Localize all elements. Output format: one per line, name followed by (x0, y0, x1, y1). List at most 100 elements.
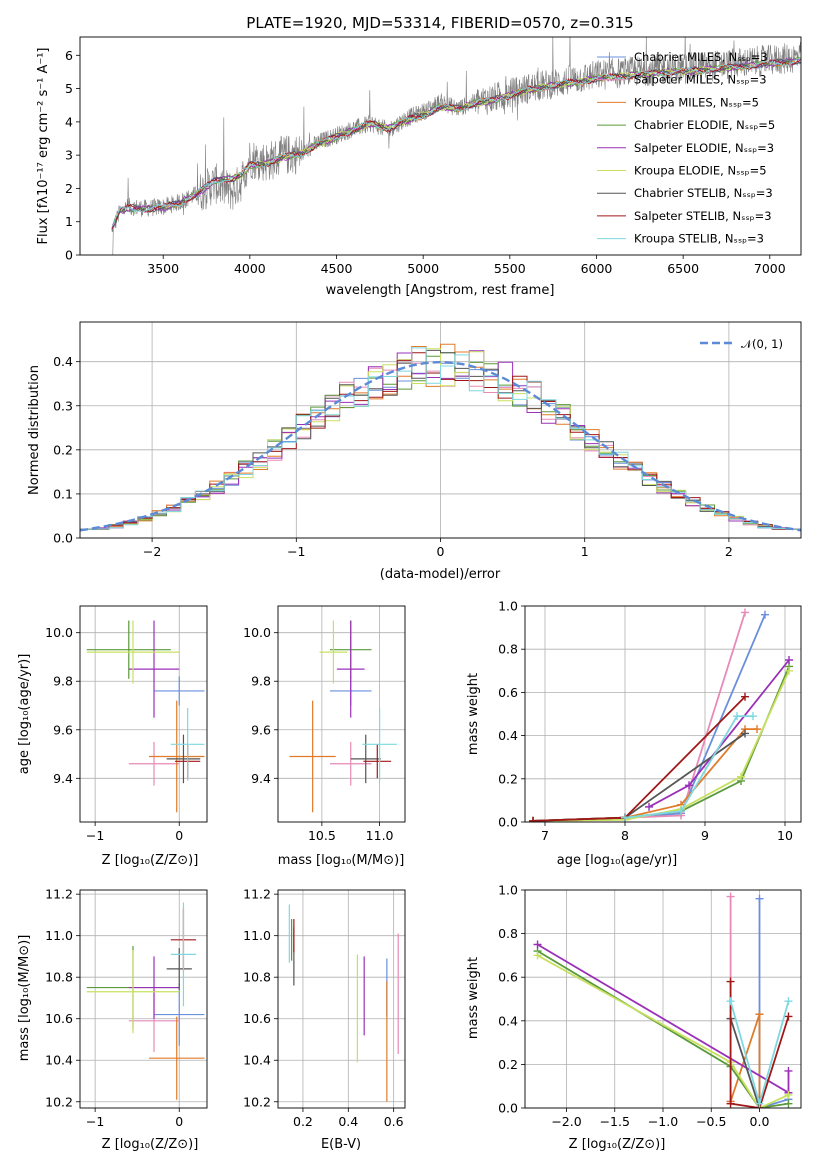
ageM-frame (277, 605, 406, 823)
mwAge-ytick-label: 1.0 (498, 599, 518, 614)
mwZ-xlabel: Z [log₁₀(Z/Z⊙)] (569, 1137, 666, 1152)
mwAge-point-marker (685, 781, 693, 790)
legend-label: Chabrier MILES, Nₛₛₚ=3 (634, 50, 768, 64)
model-spectrum-line (111, 58, 801, 233)
mwZ-point-marker (726, 892, 735, 901)
legend-label: Chabrier STELIB, Nₛₛₚ=3 (634, 186, 773, 200)
massZ-ytick-label: 10.2 (45, 1094, 73, 1109)
massE-xtick-label: 0.2 (293, 1114, 313, 1129)
ageM-ytick-label: 10.0 (243, 625, 271, 640)
mwAge-point-marker (741, 729, 749, 738)
mwAge-point-marker (749, 712, 757, 721)
massZ-ytick-label: 11.2 (45, 887, 73, 902)
histogram-ytick-label: 0.2 (53, 442, 73, 457)
massZ-frame (79, 889, 208, 1109)
mwZ-point-marker (784, 1012, 793, 1021)
mwAge-point-marker (761, 610, 769, 619)
mwZ-ylabel: mass weight (466, 957, 481, 1039)
massE-xtick-label: 0.4 (338, 1114, 358, 1129)
massZ-xtick-label: −1 (86, 1114, 104, 1129)
spectrum-xtick-label: 4000 (234, 261, 266, 276)
mwAge-xtick-label: 8 (621, 828, 629, 843)
mwAge-ylabel: mass weight (466, 673, 481, 755)
clip-ageZ-plot-area (86, 620, 205, 813)
mwAge-point-marker (621, 813, 629, 822)
ageZ-ytick-label: 9.4 (53, 771, 73, 786)
legend-label: Kroupa STELIB, Nₛₛₚ=3 (634, 232, 764, 246)
mwAge-ytick-label: 0.0 (498, 815, 518, 830)
massE-xtick-label: 0.6 (384, 1114, 404, 1129)
ageZ-ytick-label: 9.8 (53, 674, 73, 689)
spectrum-ytick-label: 1 (65, 214, 73, 229)
mwZ-ytick-label: 0.4 (498, 1013, 518, 1028)
legend-label: Kroupa MILES, Nₛₛₚ=5 (634, 95, 759, 109)
mwZ-series-line (537, 954, 789, 1108)
ageZ-ytick-label: 10.0 (45, 625, 73, 640)
clipHist-plot-area (80, 343, 801, 532)
spectrum-ylabel: Flux [fλ10⁻¹⁷ erg cm⁻² s⁻¹ A⁻¹] (36, 48, 51, 245)
massE-xlabel: E(B-V) (321, 1137, 361, 1152)
spectrum-ytick-label: 3 (65, 148, 73, 163)
ageM-ytick-label: 9.4 (251, 771, 271, 786)
spectrum-xlabel: wavelength [Angstrom, rest frame] (326, 283, 555, 298)
ageM-xtick-label: 11.0 (366, 828, 394, 843)
ageM-ytick-label: 9.8 (251, 674, 271, 689)
legend-label: Chabrier ELODIE, Nₛₛₚ=5 (634, 118, 775, 132)
massE-ytick-label: 10.6 (243, 1011, 271, 1026)
ageZ-xtick-label: −1 (86, 828, 104, 843)
clip-massE-plot-area (288, 904, 399, 1102)
mwAge-series-line (532, 666, 790, 822)
mwAge-point-marker (645, 802, 653, 811)
clip-massZ-plot-area (86, 902, 205, 1100)
mwZ-ytick-label: 0.2 (498, 1057, 518, 1072)
massZ-xlabel: Z [log₁₀(Z/Z⊙)] (102, 1137, 199, 1152)
mwAge-point-marker (733, 712, 741, 721)
mwZ-point-marker (784, 1066, 793, 1075)
mwAge-point-marker (785, 666, 793, 675)
age-vs-mass-panel: 10.5 11.0 9.4 9.6 9.8 10.0 (243, 605, 406, 843)
mwZ-point-marker (755, 1099, 764, 1108)
spectrum-panel: 3500 4000 4500 5000 5500 6000 6500 7000 0 1 2 3 4 5 6 C… (65, 36, 802, 276)
massE-ytick-label: 11.2 (243, 887, 271, 902)
observed-spectrum-line (112, 37, 801, 255)
histogram-xtick-label: −1 (287, 544, 305, 559)
mwZ-xtick-label: −1.0 (648, 1114, 678, 1129)
figure-title: PLATE=1920, MJD=53314, FIBERID=0570, z=0… (246, 14, 633, 32)
ageM-ytick-label: 9.6 (251, 722, 271, 737)
mwZ-point-marker (726, 977, 735, 986)
spectrum-ytick-label: 6 (65, 48, 73, 63)
massE-ytick-label: 10.8 (243, 970, 271, 985)
mwZ-ytick-label: 0.6 (498, 970, 518, 985)
ageZ-ylabel: age [log₁₀(age/yr)] (17, 654, 32, 775)
massZ-xtick-label: 0 (175, 1114, 183, 1129)
legend-label: Salpeter STELIB, Nₛₛₚ=3 (634, 209, 772, 223)
histogram-xlabel: (data-model)/error (380, 567, 501, 582)
massZ-ytick-label: 10.8 (45, 970, 73, 985)
mwZ-point-marker (784, 997, 793, 1006)
mwZ-ytick-label: 1.0 (498, 883, 518, 898)
spectrum-xtick-label: 6000 (581, 261, 613, 276)
ageM-xtick-label: 10.5 (308, 828, 336, 843)
histogram-xtick-label: 0 (437, 544, 445, 559)
mwZ-point-marker (726, 1099, 735, 1108)
histogram-ylabel: Normed distribution (27, 365, 42, 495)
mwAge-xtick-label: 9 (701, 828, 709, 843)
histogram-xtick-label: 2 (725, 544, 733, 559)
clip-mwAge-plot-area (529, 608, 793, 822)
massE-frame (277, 889, 406, 1109)
residual-histogram-panel: −2 −1 0 1 2 0.0 0.1 0.2 0.3 0.4 𝒩(0, 1) (53, 321, 802, 559)
spectrum-xtick-label: 6500 (667, 261, 699, 276)
massZ-ytick-label: 10.6 (45, 1011, 73, 1026)
mwAge-point-marker (741, 608, 749, 617)
spectrum-frame (79, 36, 802, 256)
mwAge-series-line (532, 612, 746, 822)
mwZ-point-marker (533, 940, 542, 949)
massZ-ytick-label: 10.4 (45, 1053, 73, 1068)
mwAge-ytick-label: 0.8 (498, 642, 518, 657)
spectrum-ytick-label: 5 (65, 81, 73, 96)
mass-weight-vs-age-panel: 7 8 9 10 0.0 0.2 0.4 0.6 0.8 1.0 (498, 599, 802, 843)
age-vs-Z-panel: −1 0 9.4 9.6 9.8 10.0 (45, 605, 208, 843)
mwAge-series-line (532, 670, 790, 822)
mwZ-ytick-label: 0.8 (498, 926, 518, 941)
